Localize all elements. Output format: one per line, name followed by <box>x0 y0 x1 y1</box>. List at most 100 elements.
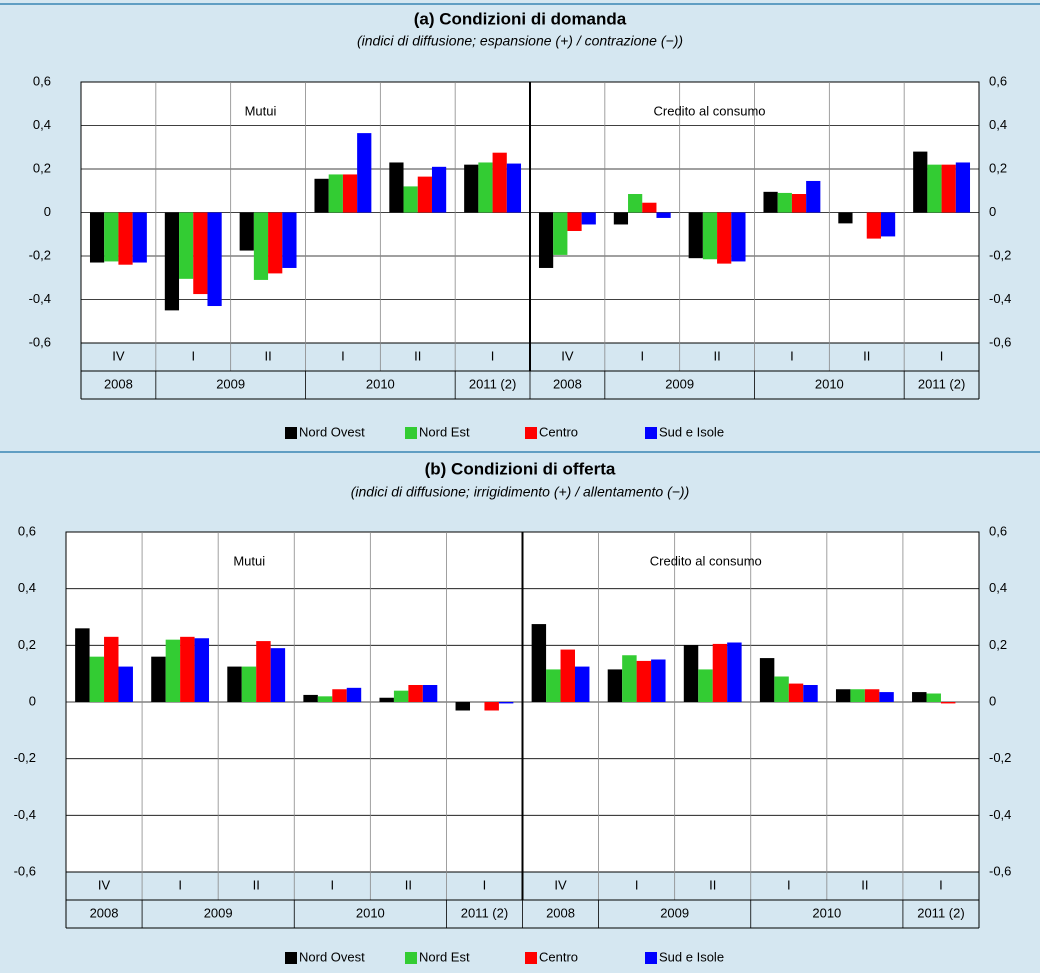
legend-label: Nord Ovest <box>299 424 365 439</box>
bar <box>731 212 746 262</box>
bar <box>256 641 271 702</box>
bar <box>777 192 792 213</box>
bar <box>628 194 643 213</box>
bar <box>104 212 119 262</box>
bar <box>151 656 166 702</box>
bar <box>774 676 789 702</box>
year-label: 2010 <box>812 905 841 920</box>
bar <box>607 669 623 702</box>
bar <box>393 690 409 702</box>
bar <box>838 212 853 224</box>
x-tick-label: I <box>341 348 345 363</box>
x-tick-label: II <box>863 348 870 363</box>
bar <box>118 666 133 702</box>
bar <box>328 174 343 213</box>
y2-tick-label: 0,4 <box>989 580 1007 595</box>
x-tick-label: I <box>483 877 487 892</box>
legend-swatch <box>285 427 297 439</box>
bar <box>239 212 254 251</box>
y-tick-label: 0 <box>29 693 36 708</box>
x-tick-label: II <box>253 877 260 892</box>
bar <box>282 212 297 268</box>
bar <box>941 164 956 213</box>
bar <box>492 152 507 213</box>
legend-label: Centro <box>539 424 578 439</box>
bar <box>408 685 423 702</box>
bar <box>270 648 286 702</box>
bar <box>955 162 971 213</box>
bar <box>207 212 222 307</box>
year-label: 2011 (2) <box>469 376 516 391</box>
bar <box>712 643 728 702</box>
bar <box>913 151 928 213</box>
legend-swatch <box>405 952 417 964</box>
legend-label: Sud e Isole <box>659 949 724 964</box>
y-tick-label: -0,4 <box>29 291 51 306</box>
y-tick-label: -0,2 <box>14 750 36 765</box>
year-label: 2011 (2) <box>918 376 965 391</box>
bar <box>253 212 269 280</box>
year-label: 2009 <box>665 376 694 391</box>
y-tick-label: -0,6 <box>29 334 51 349</box>
bar <box>478 162 493 213</box>
y2-tick-label: -0,6 <box>989 863 1011 878</box>
bar <box>879 692 894 702</box>
y2-tick-label: -0,2 <box>989 750 1011 765</box>
bar <box>180 636 195 702</box>
x-tick-label: I <box>640 348 644 363</box>
y2-tick-label: 0,6 <box>989 523 1007 538</box>
bar <box>268 212 283 274</box>
bar <box>506 163 522 213</box>
bar <box>118 212 133 265</box>
section-label: Credito al consumo <box>650 553 762 568</box>
y2-tick-label: 0,2 <box>989 160 1007 175</box>
x-tick-label: I <box>940 348 944 363</box>
legend-swatch <box>525 952 537 964</box>
y-tick-label: 0,6 <box>18 523 36 538</box>
bar <box>636 660 652 702</box>
bar <box>574 666 590 702</box>
y-tick-label: -0,4 <box>14 807 36 822</box>
bar <box>866 212 881 239</box>
bar <box>165 639 181 702</box>
year-label: 2008 <box>553 376 582 391</box>
year-label: 2010 <box>815 376 844 391</box>
x-tick-label: IV <box>554 877 567 892</box>
legend-label: Nord Est <box>419 949 470 964</box>
bar <box>332 689 347 702</box>
bar <box>241 666 257 702</box>
x-tick-label: II <box>713 348 720 363</box>
bar <box>194 638 210 702</box>
x-tick-label: I <box>178 877 182 892</box>
y-tick-label: 0,2 <box>33 160 51 175</box>
legend-label: Sud e Isole <box>659 424 724 439</box>
year-label: 2009 <box>216 376 245 391</box>
bar <box>567 212 582 231</box>
bar <box>656 212 671 218</box>
x-tick-label: II <box>264 348 271 363</box>
bar <box>835 689 851 702</box>
section-label: Mutui <box>245 103 277 118</box>
bar <box>104 636 119 702</box>
x-tick-label: II <box>414 348 421 363</box>
bar <box>759 658 775 702</box>
bar <box>803 685 818 702</box>
bar <box>484 702 499 711</box>
bar <box>581 212 596 225</box>
bar <box>179 212 194 279</box>
bar <box>688 212 703 259</box>
legend-swatch <box>405 427 417 439</box>
year-label: 2008 <box>546 905 575 920</box>
bar <box>912 692 927 702</box>
bar <box>403 186 418 213</box>
legend-label: Nord Ovest <box>299 949 365 964</box>
year-label: 2010 <box>356 905 385 920</box>
year-label: 2008 <box>104 376 133 391</box>
y2-tick-label: 0,4 <box>989 117 1007 132</box>
x-tick-label: IV <box>112 348 125 363</box>
x-tick-label: I <box>491 348 495 363</box>
chart-title: (b) Condizioni di offerta <box>425 459 616 478</box>
bar <box>642 202 657 213</box>
bar <box>763 191 778 213</box>
